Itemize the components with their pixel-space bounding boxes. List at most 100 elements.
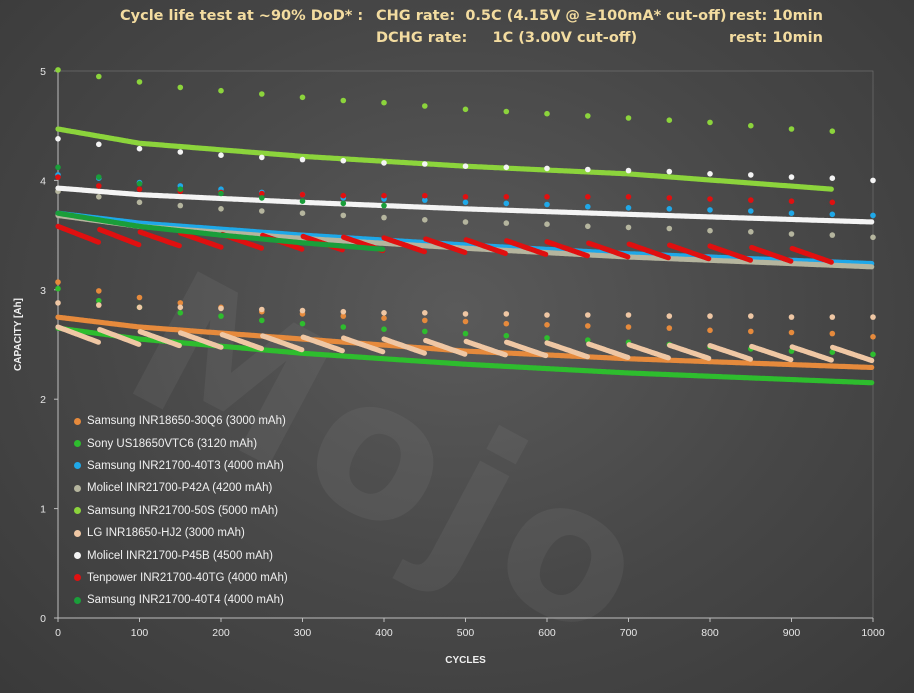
checkup-point <box>625 115 632 121</box>
checkup-point <box>829 232 836 238</box>
checkup-point <box>218 305 224 312</box>
checkup-point <box>96 288 102 294</box>
checkup-point <box>544 322 550 328</box>
checkup-point <box>177 202 184 209</box>
data-point <box>95 239 101 245</box>
checkup-point <box>788 314 795 320</box>
checkup-point <box>870 234 876 241</box>
data-point <box>176 243 182 249</box>
x-tick-label: 500 <box>457 627 475 639</box>
data-point <box>828 186 834 192</box>
checkup-point <box>544 165 550 172</box>
checkup-point <box>177 149 184 155</box>
x-tick-label: 900 <box>783 627 801 639</box>
checkup-point <box>503 220 510 226</box>
checkup-point <box>503 311 510 317</box>
checkup-point <box>340 308 347 315</box>
checkup-point <box>177 84 184 91</box>
checkup-point <box>218 206 224 212</box>
checkup-point <box>96 141 102 148</box>
checkup-point <box>585 166 591 173</box>
data-point <box>869 219 875 225</box>
series-sony-us18650vtc6-3120-mah <box>55 285 876 386</box>
data-point <box>543 251 549 257</box>
data-point <box>339 348 345 354</box>
checkup-point <box>259 91 265 97</box>
checkup-point <box>462 330 469 337</box>
checkup-point <box>299 156 306 163</box>
checkup-point <box>585 203 591 210</box>
checkup-point <box>829 175 836 181</box>
checkup-point <box>55 67 61 73</box>
checkup-point <box>829 349 836 356</box>
checkup-point <box>422 103 428 109</box>
data-point <box>625 254 631 260</box>
checkup-point <box>625 312 632 318</box>
data-point <box>299 347 305 353</box>
data-point <box>788 357 794 363</box>
checkup-point <box>422 197 428 203</box>
checkup-point <box>544 110 550 117</box>
checkup-point <box>299 320 306 327</box>
x-tick-label: 0 <box>55 627 61 639</box>
checkup-point <box>381 326 387 333</box>
data-point <box>584 354 591 360</box>
checkup-point <box>829 211 836 218</box>
data-point <box>380 349 386 355</box>
checkup-point <box>259 306 265 313</box>
checkup-point <box>259 208 265 214</box>
title-dchg-rate: DCHG rate: 1C (3.00V cut-off) <box>376 30 638 46</box>
checkup-point <box>503 164 510 171</box>
data-point <box>543 352 549 359</box>
data-point <box>95 339 101 345</box>
checkup-point <box>625 205 632 211</box>
checkup-point <box>177 300 184 306</box>
data-point <box>421 249 427 255</box>
checkup-point <box>788 329 795 336</box>
data-point <box>218 244 224 250</box>
checkup-point <box>666 313 673 319</box>
checkup-point <box>544 312 550 318</box>
title-test-description: Cycle life test at ~90% DoD* : <box>120 8 364 24</box>
data-point <box>462 249 468 255</box>
checkup-point <box>585 223 591 230</box>
checkup-point <box>503 332 510 339</box>
checkup-point <box>136 304 143 311</box>
checkup-point <box>666 206 673 212</box>
checkup-point <box>870 351 876 358</box>
y-tick-label: 5 <box>40 66 46 78</box>
checkup-point <box>136 145 143 152</box>
checkup-point <box>96 297 102 304</box>
checkup-point <box>829 330 836 337</box>
checkup-point <box>55 279 61 285</box>
checkup-point <box>625 224 632 231</box>
checkup-point <box>462 199 469 206</box>
checkup-point <box>544 221 550 227</box>
checkup-point <box>136 79 143 85</box>
checkup-point <box>707 119 713 126</box>
y-tick-label: 0 <box>40 613 46 625</box>
data-point <box>299 246 305 252</box>
x-tick-label: 100 <box>131 627 149 639</box>
checkup-point <box>259 317 265 324</box>
checkup-point <box>218 87 224 94</box>
checkup-point <box>422 328 428 335</box>
checkup-point <box>585 323 591 329</box>
x-tick-label: 300 <box>294 627 312 639</box>
checkup-point <box>666 225 673 232</box>
checkup-point <box>340 212 347 219</box>
checkup-point <box>788 174 795 180</box>
checkup-point <box>218 313 224 319</box>
y-axis-label: CAPACITY [Ah] <box>13 298 24 371</box>
data-point <box>869 364 875 370</box>
checkup-point <box>381 310 387 316</box>
y-tick-label: 4 <box>40 175 46 187</box>
checkup-point <box>788 126 795 132</box>
checkup-point <box>259 154 265 161</box>
checkup-point <box>870 314 876 320</box>
checkup-point <box>870 212 876 219</box>
checkup-point <box>544 201 550 208</box>
title-chg-rate: CHG rate: 0.5C (4.15V @ ≥100mA* cut-off) <box>376 8 727 24</box>
checkup-point <box>299 94 306 101</box>
data-point <box>421 350 427 356</box>
